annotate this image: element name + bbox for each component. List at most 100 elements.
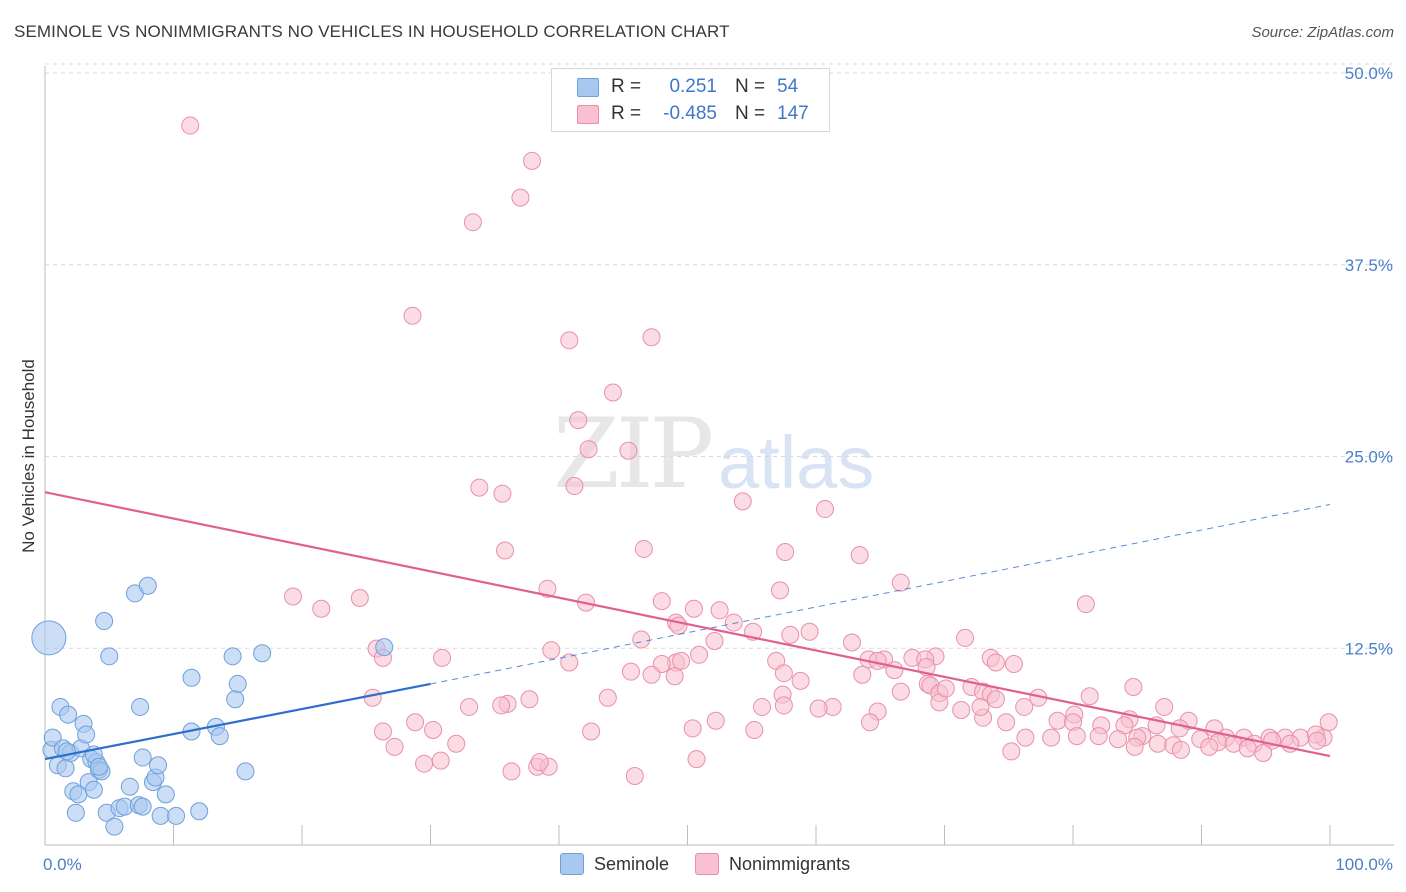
legend-r-value: -0.485 — [663, 103, 717, 124]
nonimmigrants-point — [1048, 711, 1067, 730]
nonimmigrants-point — [1238, 739, 1257, 758]
nonimmigrants-point — [1124, 677, 1143, 696]
nonimmigrants-point — [774, 664, 793, 683]
seminole-point — [151, 806, 170, 825]
legend-r-value: 0.251 — [669, 76, 717, 97]
seminole-point — [95, 612, 114, 631]
nonimmigrants-point — [665, 667, 684, 686]
nonimmigrants-point — [1254, 743, 1273, 762]
y-tick-label: 12.5% — [1345, 639, 1393, 658]
nonimmigrants-point — [632, 630, 651, 649]
seminole-point — [84, 780, 103, 799]
legend-n-label: N = — [735, 103, 766, 124]
nonimmigrants-point — [406, 713, 425, 732]
series-legend: Seminole Nonimmigrants — [560, 853, 876, 875]
watermark-atlas: atlas — [718, 421, 875, 504]
seminole-point — [210, 727, 229, 746]
nonimmigrants-point — [1002, 742, 1021, 761]
nonimmigrants-point — [997, 713, 1016, 732]
nonimmigrants-point — [579, 440, 598, 459]
nonimmigrants-point — [431, 751, 450, 770]
nonimmigrants-point — [860, 713, 879, 732]
seminole-point — [226, 690, 245, 709]
seminole-point — [253, 644, 272, 663]
nonimmigrants-point — [492, 696, 511, 715]
y-axis-title: No Vehicles in Household — [19, 359, 38, 553]
legend-item-nonimmigrants[interactable]: Nonimmigrants — [695, 853, 850, 875]
nonimmigrants-point — [1319, 713, 1338, 732]
nonimmigrants-point — [809, 699, 828, 718]
seminole-point — [77, 725, 96, 744]
seminole-point — [100, 647, 119, 666]
seminole-trend-line — [44, 682, 431, 761]
nonimmigrants-point — [1308, 731, 1327, 750]
nonimmigrants-point — [1155, 697, 1174, 716]
nonimmigrants-point — [619, 441, 638, 460]
nonimmigrants-point — [642, 328, 661, 347]
nonimmigrants-point — [433, 648, 452, 667]
nonimmigrants-point — [1200, 737, 1219, 756]
tick-labels: 12.5% 25.0% 37.5% 50.0% 0.0% 100.0% — [43, 64, 1393, 874]
nonimmigrants-point — [530, 753, 549, 772]
seminole-point — [190, 802, 209, 821]
nonimmigrants-point — [710, 601, 729, 620]
legend-n-value: 147 — [777, 103, 809, 124]
seminole-point — [236, 762, 255, 781]
nonimmigrants-point — [1016, 728, 1035, 747]
legend-r-label: R = — [611, 103, 642, 124]
nonimmigrants-point — [1076, 595, 1095, 614]
legend-row-seminole: R = 0.251 N = 54 — [577, 76, 798, 98]
seminole-point — [105, 817, 124, 836]
nonimmigrants-point — [891, 682, 910, 701]
nonimmigrants-point — [687, 750, 706, 769]
nonimmigrants-point — [850, 546, 869, 565]
nonimmigrants-point — [460, 697, 479, 716]
y-tick-label: 25.0% — [1345, 448, 1393, 467]
nonimmigrants-point — [885, 661, 904, 680]
nonimmigrants-point — [496, 541, 515, 560]
nonimmigrants-point — [745, 720, 764, 739]
nonimmigrants-point — [669, 616, 688, 635]
nonimmigrants-point — [373, 722, 392, 741]
nonimmigrants-point — [1004, 654, 1023, 673]
x-tick-label: 100.0% — [1335, 855, 1393, 874]
nonimmigrants-point — [776, 543, 795, 562]
nonimmigrants-point — [986, 690, 1005, 709]
nonimmigrants-point — [1170, 719, 1189, 738]
seminole-point — [56, 759, 75, 778]
nonimmigrants-point — [771, 581, 790, 600]
nonimmigrants-point — [1067, 727, 1086, 746]
nonimmigrants-point — [1080, 687, 1099, 706]
legend-label-seminole: Seminole — [594, 853, 670, 874]
legend-r-label: R = — [611, 76, 642, 97]
legend-row-nonimmigrants: R = -0.485 N = 147 — [577, 103, 809, 125]
nonimmigrants-point — [523, 151, 542, 170]
seminole-point — [133, 797, 152, 816]
legend-item-seminole[interactable]: Seminole — [560, 853, 669, 875]
nonimmigrants-point — [724, 613, 743, 632]
nonimmigrants-point — [363, 688, 382, 707]
nonimmigrants-point — [560, 331, 579, 350]
nonimmigrants-point — [842, 633, 861, 652]
nonimmigrants-point — [952, 701, 971, 720]
nonimmigrants-point — [447, 734, 466, 753]
nonimmigrants-point — [181, 116, 200, 135]
nonimmigrants-point — [791, 671, 810, 690]
nonimmigrants-point — [1089, 727, 1108, 746]
nonimmigrants-point — [891, 573, 910, 592]
nonimmigrants-point — [781, 625, 800, 644]
seminole-point — [120, 777, 139, 796]
nonimmigrants-point — [672, 651, 691, 670]
x-tick-label: 0.0% — [43, 855, 82, 874]
nonimmigrants-points — [181, 116, 1338, 785]
nonimmigrants-point — [936, 679, 955, 698]
nonimmigrants-point — [625, 766, 644, 785]
y-tick-label: 50.0% — [1345, 64, 1393, 83]
nonimmigrants-point — [520, 690, 539, 709]
nonimmigrants-point — [800, 622, 819, 641]
seminole-point — [182, 668, 201, 687]
seminole-point — [31, 620, 67, 656]
nonimmigrants-point — [565, 477, 584, 496]
nonimmigrants-point — [538, 579, 557, 598]
nonimmigrants-point — [569, 411, 588, 430]
